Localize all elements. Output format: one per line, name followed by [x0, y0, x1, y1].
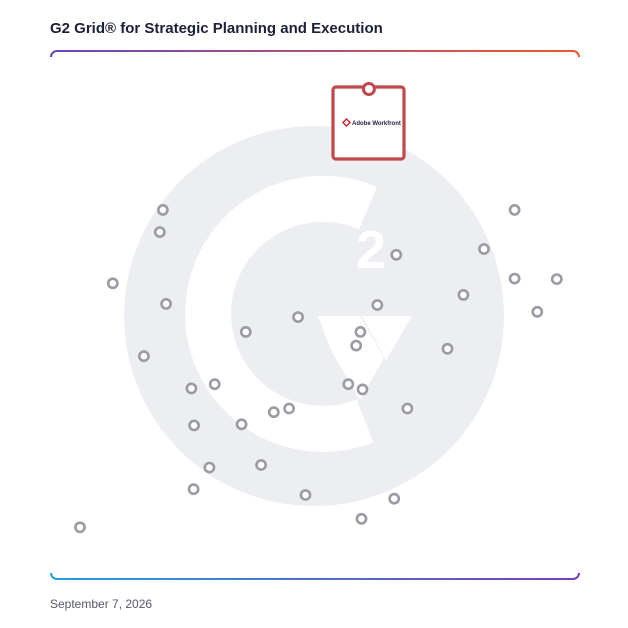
product-point-20[interactable] — [371, 299, 384, 311]
featured-product-point[interactable] — [361, 82, 376, 96]
product-point-17[interactable] — [299, 489, 312, 501]
product-point-24[interactable] — [356, 383, 369, 396]
product-point-16[interactable] — [187, 483, 200, 496]
product-point-23[interactable] — [342, 378, 355, 391]
product-point-11[interactable] — [235, 418, 248, 431]
featured-product-callout[interactable]: Adobe Workfront — [331, 82, 406, 161]
product-point-30[interactable] — [508, 272, 521, 285]
product-point-26[interactable] — [388, 492, 401, 505]
product-point-22[interactable] — [350, 339, 363, 352]
product-point-34[interactable] — [441, 342, 454, 355]
product-point-2[interactable] — [153, 226, 166, 238]
product-point-25[interactable] — [401, 402, 414, 415]
product-point-14[interactable] — [203, 461, 216, 474]
product-point-18[interactable] — [74, 521, 86, 534]
product-point-13[interactable] — [283, 402, 295, 415]
product-point-29[interactable] — [478, 243, 490, 255]
product-point-9[interactable] — [208, 378, 221, 391]
product-point-33[interactable] — [531, 305, 544, 318]
product-point-4[interactable] — [160, 297, 172, 310]
chart-title: G2 Grid® for Strategic Planning and Exec… — [50, 20, 383, 37]
product-point-32[interactable] — [550, 273, 563, 285]
product-point-7[interactable] — [137, 350, 150, 363]
product-point-10[interactable] — [188, 419, 200, 432]
product-point-8[interactable] — [185, 382, 198, 395]
product-point-3[interactable] — [106, 277, 119, 290]
product-point-31[interactable] — [457, 288, 470, 301]
product-point-1[interactable] — [156, 203, 169, 216]
adobe-workfront-logo-icon — [341, 117, 352, 128]
svg-text:2: 2 — [356, 220, 386, 280]
report-date: September 7, 2026 — [50, 597, 153, 611]
product-point-6[interactable] — [239, 325, 252, 338]
grid-frame — [50, 50, 580, 580]
product-point-19[interactable] — [390, 248, 403, 261]
g2-watermark-logo: 2 — [124, 126, 504, 506]
product-point-15[interactable] — [255, 459, 267, 471]
featured-product-label: Adobe Workfront — [352, 121, 401, 127]
product-point-5[interactable] — [292, 311, 304, 323]
product-point-21[interactable] — [354, 325, 367, 338]
product-point-28[interactable] — [508, 203, 521, 216]
product-point-12[interactable] — [267, 406, 280, 419]
product-point-27[interactable] — [355, 512, 368, 525]
